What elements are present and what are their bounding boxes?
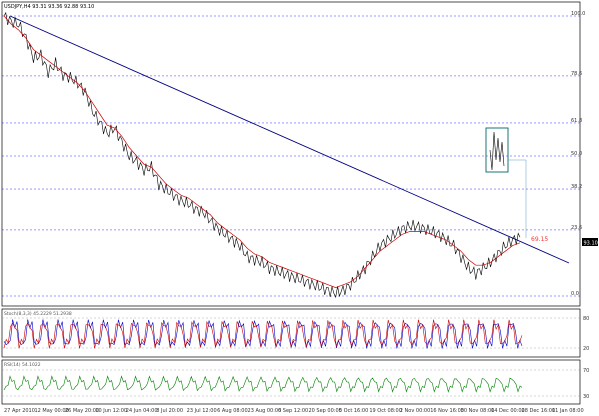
- time-axis-label: 23 Jul 12:00: [187, 408, 217, 414]
- price-annotation: 69.15: [531, 236, 548, 243]
- stoch-level-80: 80: [583, 316, 589, 322]
- rsi-level-30: 30: [583, 394, 589, 400]
- time-axis-label: 6 Aug 08:00: [217, 408, 248, 414]
- time-axis-label: 8 Jul 20:00: [156, 408, 183, 414]
- time-axis-label: 12 May 00:00: [34, 408, 68, 414]
- price-axis-label: 0.0: [571, 291, 579, 297]
- trend-line[interactable]: [9, 15, 570, 264]
- stoch-main-line: [3, 319, 523, 349]
- stoch-level-20: 20: [583, 346, 589, 352]
- inset-price-line: [489, 131, 505, 171]
- symbol-info: USDJPY,H4 93.31 93.36 92.88 93.10: [4, 4, 94, 10]
- time-axis-label: 23 Aug 00:00: [248, 408, 282, 414]
- current-price-label: 93.10: [584, 240, 598, 246]
- main-pane-border: [1, 1, 581, 307]
- time-axis-label: 6 Sep 12:00: [278, 408, 308, 414]
- time-axis-label: 27 Apr 2010: [4, 408, 35, 414]
- stoch-pane-border: [1, 308, 581, 358]
- current-price-badge: [582, 238, 598, 246]
- price-axis-labels: 100.0 78.6 61.8 50.0 38.2 23.6 0.0: [571, 11, 585, 297]
- rsi-line: [3, 375, 523, 393]
- price-axis-label: 38.2: [571, 184, 582, 190]
- time-axis-label: 19 Oct 08:00: [369, 408, 402, 414]
- time-axis-label: 14 Dec 00:00: [491, 408, 525, 414]
- price-axis-label: 61.8: [571, 118, 582, 124]
- inset-box[interactable]: [485, 127, 509, 173]
- rsi-level-70: 70: [583, 368, 589, 374]
- time-axis-label: 16 Nov 16:00: [430, 408, 464, 414]
- price-axis-label: 78.6: [571, 71, 582, 77]
- time-axis-label: 28 Dec 16:00: [522, 408, 556, 414]
- time-axis-label: 5 Oct 16:00: [339, 408, 368, 414]
- time-axis-label: 11 Jan 08:00: [552, 408, 584, 414]
- time-axis-label: 26 May 20:00: [65, 408, 99, 414]
- time-axis-label: 2 Nov 00:00: [400, 408, 431, 414]
- price-axis-label: 23.6: [571, 225, 582, 231]
- stochastic-pane[interactable]: Stoch(8,3,3) 45.2229 51.2938 80 20: [1, 308, 589, 358]
- time-axis-label: 20 Sep 00:00: [308, 408, 341, 414]
- price-axis-label: 50.0: [571, 151, 582, 157]
- moving-average-line: [3, 15, 521, 288]
- main-price-pane[interactable]: USDJPY,H4 93.31 93.36 92.88 93.10 100.0 7…: [1, 1, 598, 307]
- stoch-title: Stoch(8,3,3) 45.2229 51.2938: [4, 311, 72, 317]
- time-axis-label: 30 Nov 08:00: [461, 408, 495, 414]
- rsi-pane-border: [1, 359, 581, 405]
- time-axis-label: 24 Jun 04:00: [126, 408, 158, 414]
- time-axis-label: 10 Jun 12:00: [95, 408, 127, 414]
- price-axis-label: 100.0: [571, 11, 585, 17]
- rsi-title: RSI(14) 54.1022: [4, 362, 41, 368]
- fibonacci-levels[interactable]: [2, 15, 580, 297]
- stoch-signal-line: [3, 319, 523, 349]
- rsi-pane[interactable]: RSI(14) 54.1022 70 30: [1, 359, 589, 405]
- price-line: [3, 11, 521, 299]
